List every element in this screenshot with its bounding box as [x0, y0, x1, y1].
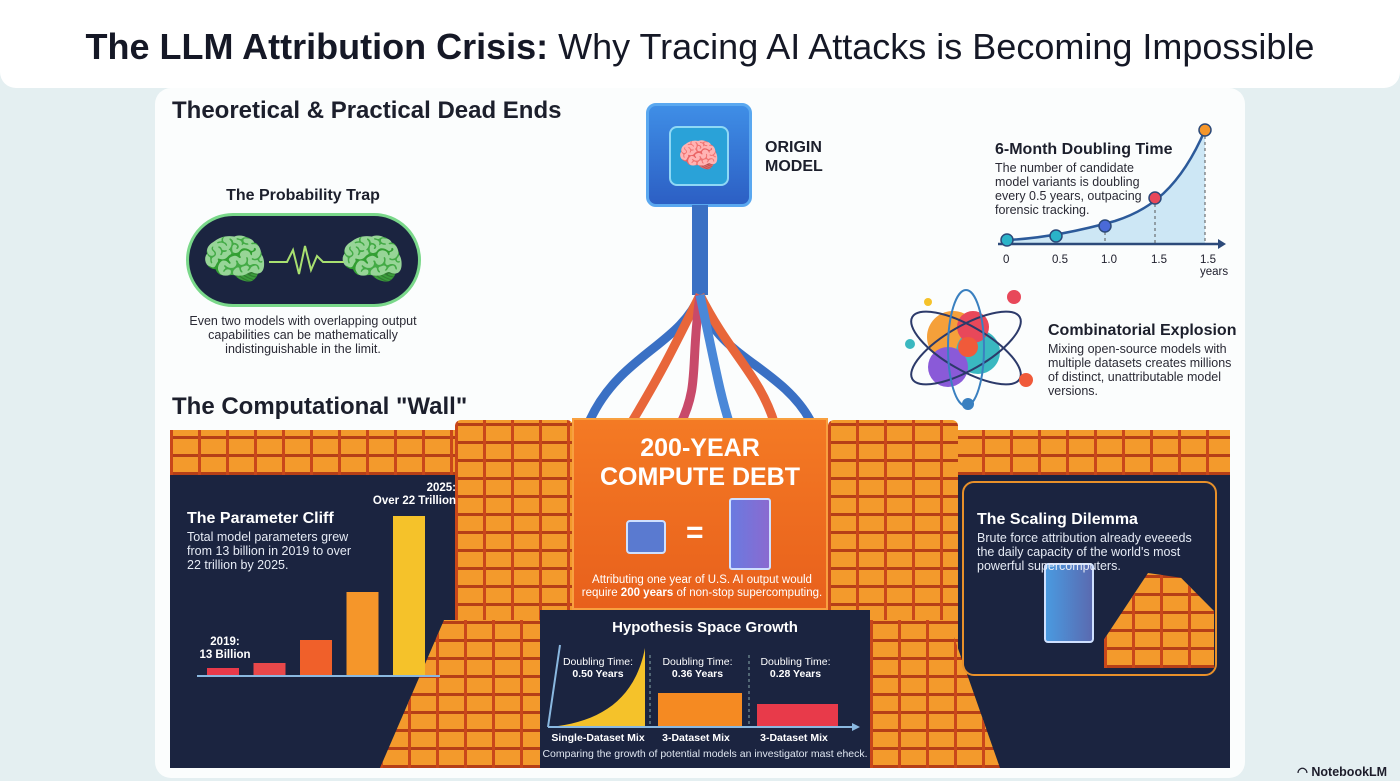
parameter-bar: [346, 592, 379, 676]
cube-pile: [1104, 573, 1214, 668]
combinatorial-title: Combinatorial Explosion: [1048, 322, 1237, 339]
doubling-time-label: Doubling Time: 0.28 Years: [760, 656, 831, 680]
compute-debt-box: 200-YEAR COMPUTE DEBT = Attributing one y…: [572, 418, 828, 610]
data-point: [1198, 123, 1212, 137]
hypothesis-chart: [547, 644, 860, 731]
data-point: [1098, 219, 1112, 233]
brain-icon: 🧠: [338, 230, 406, 290]
section-heading-wall: The Computational "Wall": [172, 393, 468, 420]
brain-icon: 🧠: [669, 126, 729, 186]
bar-3-dataset-a: [658, 693, 742, 727]
bar-3-dataset-b: [757, 704, 838, 727]
parameter-bar: [300, 640, 332, 676]
probability-trap-pill: 🧠 🧠: [186, 213, 421, 307]
x-tick-label: 0.5: [1052, 254, 1068, 266]
compute-debt-title: 200-YEAR COMPUTE DEBT: [600, 434, 800, 491]
label-2019: 2019: 13 Billion: [199, 636, 251, 661]
equals-sign: =: [686, 516, 704, 549]
scaling-text: Brute force attribution already eveeeds …: [977, 531, 1192, 573]
supercomputer-icon: [729, 498, 771, 570]
notebooklm-logo-icon: ◠: [1297, 765, 1312, 779]
waveform-icon: [269, 245, 344, 275]
notebooklm-watermark: ◠ NotebookLM: [1297, 765, 1388, 779]
compute-debt-text: Attributing one year of U.S. AI output w…: [581, 574, 823, 599]
group-label: Single-Dataset Mix: [551, 732, 645, 744]
group-label: 3-Dataset Mix: [760, 732, 828, 744]
scaling-dilemma-panel: [962, 481, 1217, 676]
title-bold: The LLM Attribution Crisis:: [85, 26, 549, 67]
parameter-cliff-chart: [197, 516, 440, 677]
title-bar: [0, 0, 1400, 88]
doubling-time-label: Doubling Time: 0.36 Years: [662, 656, 733, 680]
hypothesis-caption: Comparing the growth of potential models…: [542, 748, 868, 760]
combinatorial-text: Mixing open-source models with multiple …: [1048, 342, 1232, 398]
x-tick-label: 0: [1003, 254, 1010, 266]
hypothesis-panel: [540, 610, 870, 768]
hypothesis-title: Hypothesis Space Growth: [612, 619, 798, 636]
brain-icon: 🧠: [201, 230, 269, 290]
origin-model-label: ORIGIN MODEL: [765, 139, 823, 175]
server-icon: [1044, 563, 1094, 643]
data-point: [1148, 191, 1162, 205]
doubling-text: The number of candidate model variants i…: [995, 161, 1142, 217]
x-tick-labels: 0 0.5 1.0 1.5 1.5 years: [990, 254, 1230, 278]
probability-trap-title: The Probability Trap: [226, 187, 380, 204]
parameter-cliff-text: Total model parameters grew from 13 bill…: [187, 530, 351, 572]
bar-single-dataset: [550, 648, 645, 727]
x-tick-label: 1.5 years: [1200, 254, 1229, 278]
parameter-bar: [207, 668, 239, 676]
page-title: The LLM Attribution Crisis: Why Tracing …: [0, 26, 1400, 68]
doubling-time-label: Doubling Time: 0.50 Years: [562, 656, 634, 680]
section-heading-dead-ends: Theoretical & Practical Dead Ends: [172, 97, 562, 124]
model-lineage-strands: [585, 205, 814, 428]
parameter-bar: [393, 516, 425, 676]
growth-line: [1006, 129, 1207, 242]
x-tick-label: 1.5: [1151, 254, 1167, 266]
doubling-time-chart: [998, 123, 1226, 249]
probability-trap-text: Even two models with overlapping output …: [189, 314, 417, 356]
combinatorial-explosion-graphic: [905, 289, 1033, 410]
data-point: [1049, 229, 1063, 243]
parameter-cliff-title: The Parameter Cliff: [187, 510, 334, 527]
group-label: 3-Dataset Mix: [662, 732, 730, 744]
x-tick-label: 1.0: [1101, 254, 1117, 266]
origin-model-box: 🧠: [646, 103, 752, 207]
parameter-bar: [253, 663, 286, 676]
title-rest: Why Tracing AI Attacks is Becoming Impos…: [548, 26, 1315, 67]
scaling-title: The Scaling Dilemma: [977, 511, 1138, 528]
label-2025: 2019:2025:Over 22 Trillion: [372, 482, 456, 507]
gpu-chip-icon: [626, 520, 666, 554]
doubling-title: 6-Month Doubling Time: [995, 141, 1173, 158]
data-point: [1000, 233, 1014, 247]
